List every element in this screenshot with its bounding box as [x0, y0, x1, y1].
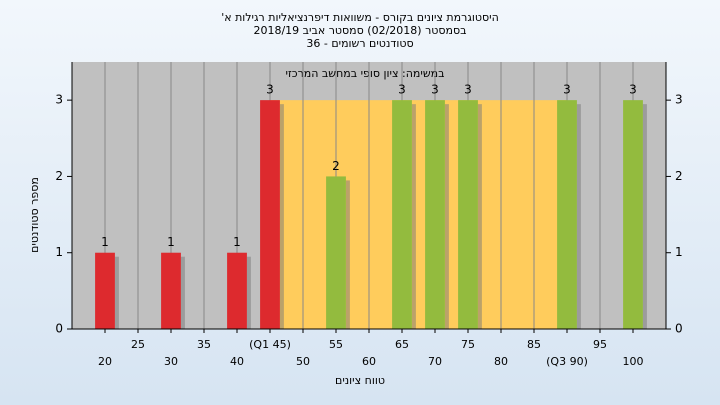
chart-subtitle: במשימה: ציון סופי במחשב המרכזי	[285, 67, 444, 80]
y-tick-label: 2	[55, 169, 63, 183]
bar-shadow	[477, 104, 482, 330]
value-label: 3	[464, 83, 472, 97]
bar-shadow	[411, 104, 416, 330]
bar	[425, 100, 445, 330]
x-axis-label: טווח ציונים	[335, 374, 385, 387]
y-tick-label: 3	[55, 93, 63, 107]
y2-tick-label: 2	[675, 169, 683, 183]
bar-shadow	[279, 104, 284, 330]
x-tick-label: 50	[296, 355, 310, 368]
x-tick-label: 30	[164, 355, 178, 368]
value-label: 3	[431, 83, 439, 97]
value-label: 3	[563, 83, 571, 97]
x-tick-label: 95	[593, 338, 607, 351]
value-label: 3	[629, 83, 637, 97]
y2-tick-label: 0	[675, 322, 683, 336]
y2-tick-label: 3	[675, 93, 683, 107]
x-tick-label: 65	[395, 338, 409, 351]
chart-title: בסמסטר (02/2018) סמסטר אביב 2018/19	[253, 24, 466, 37]
y2-tick-label: 1	[675, 245, 683, 259]
x-tick-label: 70	[428, 355, 442, 368]
bar	[161, 252, 181, 329]
value-label: 1	[233, 235, 241, 249]
x-tick-label: 75	[461, 338, 475, 351]
x-tick-label: 40	[230, 355, 244, 368]
chart-title: סטודנטים רשומים - 36	[306, 37, 413, 50]
bar-shadow	[180, 256, 185, 329]
value-label: 2	[332, 159, 340, 173]
bar-shadow	[576, 104, 581, 330]
chart-title: היסטוגרמת ציונים בקורס - משוואות דיפרנצי…	[221, 11, 499, 24]
x-tick-label: 60	[362, 355, 376, 368]
value-label: 1	[101, 235, 109, 249]
x-tick-label: 85	[527, 338, 541, 351]
quartile-band	[270, 100, 567, 330]
bar-shadow	[345, 180, 350, 329]
bar	[95, 252, 115, 329]
y-axis-label: מספר סטודנטים	[28, 177, 41, 253]
y-tick-label: 0	[55, 322, 63, 336]
bar-shadow	[642, 104, 647, 330]
y-tick-label: 1	[55, 245, 63, 259]
x-tick-label: 80	[494, 355, 508, 368]
bar	[326, 176, 346, 329]
bar-shadow	[114, 256, 119, 329]
x-tick-label: 25	[131, 338, 145, 351]
value-label: 1	[167, 235, 175, 249]
x-tick-label: 100	[623, 355, 644, 368]
x-tick-label: (Q1 45)	[249, 338, 291, 351]
bar-shadow	[444, 104, 449, 330]
bar	[557, 100, 577, 330]
bar	[458, 100, 478, 330]
value-label: 3	[398, 83, 406, 97]
x-tick-label: 35	[197, 338, 211, 351]
x-tick-label: 55	[329, 338, 343, 351]
bar-shadow	[246, 256, 251, 329]
bar	[227, 252, 247, 329]
x-tick-label: 20	[98, 355, 112, 368]
bar	[260, 100, 280, 330]
bar	[392, 100, 412, 330]
x-tick-label: (Q3 90)	[546, 355, 588, 368]
value-label: 3	[266, 83, 274, 97]
bar	[623, 100, 643, 330]
